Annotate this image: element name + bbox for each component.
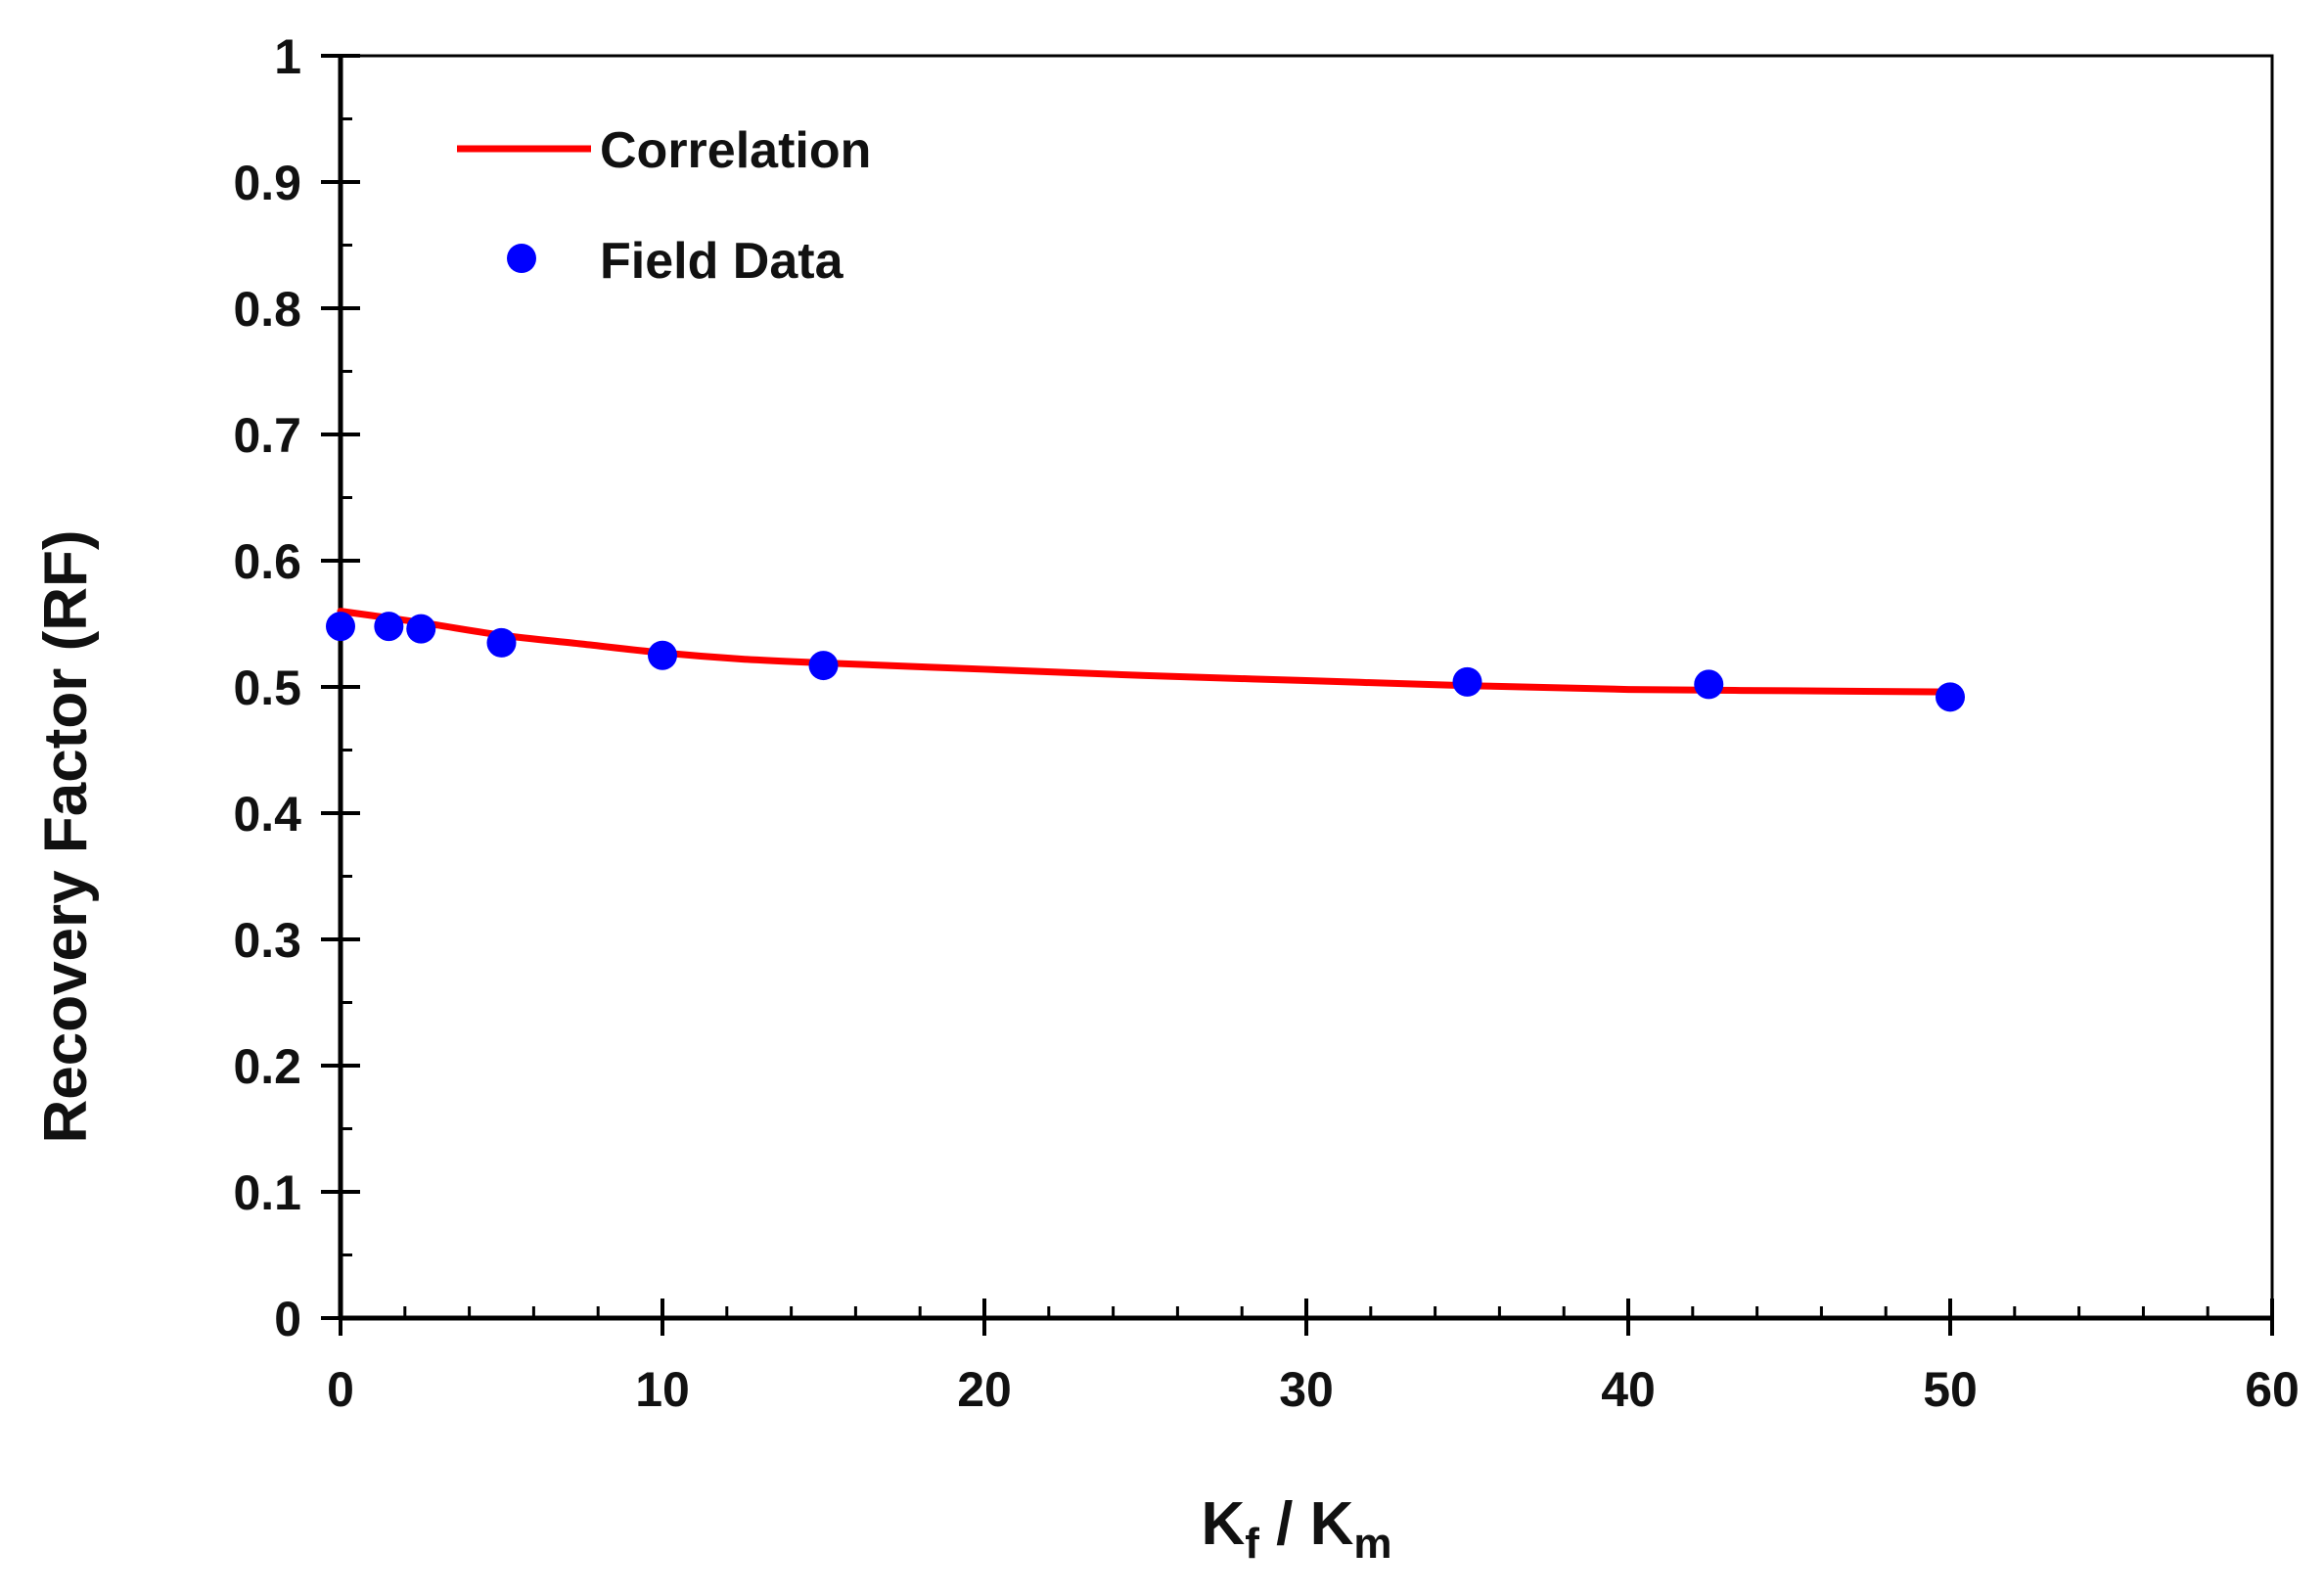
y-tick-label: 0.3 xyxy=(233,913,301,968)
x-axis-title-sub-m: m xyxy=(1353,1520,1391,1568)
legend: Correlation Field Data xyxy=(457,122,871,290)
y-tick-labels: 0 0.1 0.2 0.3 0.4 0.5 0.6 0.7 0.8 0.9 1 xyxy=(233,29,301,1346)
y-axis-title: Recovery Factor (RF) xyxy=(32,529,100,1143)
field-data-point xyxy=(1936,682,1965,712)
x-axis-title-k: K xyxy=(1201,1490,1245,1558)
y-tick-label: 1 xyxy=(274,29,301,84)
x-tick-labels: 0 10 20 30 40 50 60 xyxy=(327,1362,2300,1417)
x-tick-label: 0 xyxy=(327,1362,354,1417)
legend-field-data-label: Field Data xyxy=(600,233,844,290)
field-data-point xyxy=(406,614,436,644)
x-axis-title: Kf / Km xyxy=(1201,1490,1391,1568)
legend-field-data-swatch xyxy=(507,244,536,273)
y-tick-label: 0.9 xyxy=(233,156,301,210)
x-tick-label: 10 xyxy=(635,1362,690,1417)
y-tick-label: 0.7 xyxy=(233,408,301,463)
field-data-point xyxy=(1452,666,1482,697)
y-tick-label: 0.8 xyxy=(233,282,301,337)
field-data-points xyxy=(326,612,1965,712)
x-tick-label: 40 xyxy=(1601,1362,1656,1417)
field-data-point xyxy=(326,612,355,642)
x-axis-title-sub-f: f xyxy=(1245,1520,1259,1568)
y-tick-label: 0.1 xyxy=(233,1165,301,1220)
x-tick-label: 50 xyxy=(1923,1362,1978,1417)
correlation-line xyxy=(337,608,1954,696)
y-tick-label: 0.6 xyxy=(233,534,301,589)
x-tick-label: 20 xyxy=(957,1362,1012,1417)
legend-correlation-label: Correlation xyxy=(600,122,871,179)
field-data-point xyxy=(808,651,839,681)
field-data-point xyxy=(486,627,517,658)
y-tick-label: 0.4 xyxy=(233,787,301,842)
x-axis-title-separator: / K xyxy=(1259,1490,1354,1558)
field-data-point xyxy=(374,612,404,642)
y-tick-label: 0.5 xyxy=(233,661,301,715)
field-data-point xyxy=(648,640,677,670)
y-tick-label: 0 xyxy=(274,1292,301,1346)
field-data-point xyxy=(1694,669,1724,700)
x-tick-label: 30 xyxy=(1279,1362,1334,1417)
y-tick-label: 0.2 xyxy=(233,1039,301,1094)
x-tick-label: 60 xyxy=(2245,1362,2300,1417)
